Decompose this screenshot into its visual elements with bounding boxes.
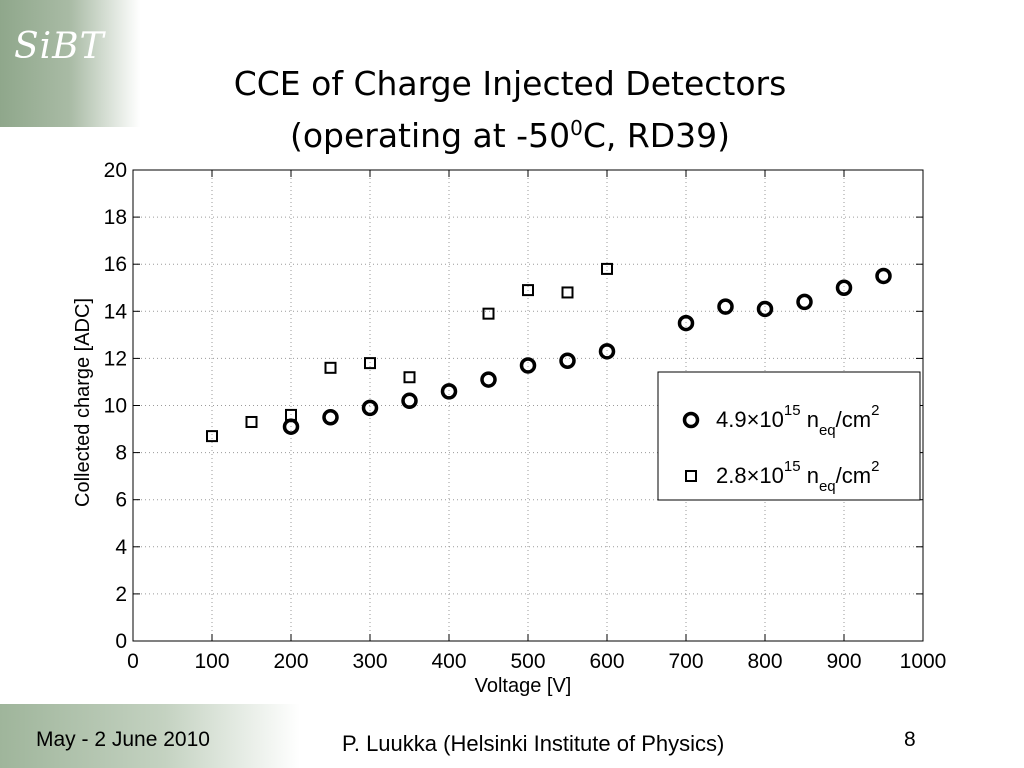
legend-marker-square — [685, 470, 697, 482]
x-axis-label: Voltage [V] — [475, 675, 572, 697]
data-point-square — [364, 357, 376, 370]
data-point-circle — [440, 383, 458, 400]
data-point-circle — [677, 314, 695, 332]
data-point-square — [522, 284, 534, 297]
data-point-circle — [796, 293, 813, 311]
x-tick-label: 1000 — [900, 650, 947, 673]
data-point-square — [601, 262, 613, 275]
data-point-circle — [361, 399, 379, 417]
data-point-circle — [717, 298, 734, 315]
data-point-circle — [559, 352, 576, 370]
title-line-2: (operating at -500C, RD39) — [150, 106, 870, 158]
y-tick-label: 8 — [115, 442, 127, 465]
y-tick-label: 20 — [104, 159, 127, 182]
sibt-logo: SiBT — [14, 26, 105, 67]
title-degree-sup: 0 — [570, 116, 583, 140]
data-point-circle — [835, 279, 853, 296]
y-tick-label: 12 — [104, 347, 127, 370]
x-tick-label: 700 — [668, 650, 703, 673]
legend-marker-circle — [682, 411, 700, 429]
y-tick-label: 0 — [115, 630, 127, 653]
page-number: 8 — [904, 728, 916, 751]
footer-author: P. Luukka (Helsinki Institute of Physics… — [342, 731, 725, 756]
title-line-2-suffix: C, RD39) — [582, 116, 731, 155]
data-point-circle — [401, 392, 418, 410]
data-point-square — [245, 415, 258, 428]
y-tick-label: 2 — [115, 583, 127, 606]
data-point-square — [403, 371, 416, 384]
data-point-circle — [756, 300, 774, 318]
x-tick-label: 300 — [352, 650, 387, 673]
legend-label: 4.9×1015 neq/cm2 — [716, 402, 879, 439]
x-tick-label: 500 — [510, 650, 545, 673]
x-tick-label: 800 — [747, 650, 782, 673]
legend-box — [657, 371, 921, 501]
y-tick-label: 10 — [104, 395, 127, 418]
y-tick-label: 16 — [104, 253, 127, 276]
x-tick-label: 600 — [589, 650, 624, 673]
y-tick-label: 14 — [104, 300, 128, 323]
y-tick-label: 6 — [115, 489, 127, 512]
title-line-2-prefix: (operating at -50 — [289, 116, 571, 155]
data-point-square — [561, 286, 574, 299]
data-point-square — [482, 307, 495, 320]
data-point-circle — [322, 409, 339, 426]
footer-date: May - 2 June 2010 — [36, 728, 210, 751]
y-tick-label: 18 — [104, 206, 127, 229]
data-point-circle — [480, 371, 497, 388]
x-tick-label: 900 — [826, 650, 861, 673]
y-tick-label: 4 — [115, 536, 127, 559]
slide-title: CCE of Charge Injected Detectors (operat… — [150, 62, 870, 158]
data-point-square — [206, 430, 218, 443]
x-tick-label: 200 — [273, 650, 308, 673]
data-point-square — [285, 408, 297, 421]
data-point-circle — [875, 267, 892, 285]
title-line-1: CCE of Charge Injected Detectors — [233, 64, 787, 103]
legend-label: 2.8×1015 neq/cm2 — [716, 458, 879, 495]
data-point-circle — [598, 343, 616, 360]
x-tick-label: 100 — [194, 650, 229, 673]
y-axis-label: Collected charge [ADC] — [72, 298, 94, 507]
data-point-circle — [519, 357, 537, 374]
x-tick-label: 0 — [127, 650, 139, 673]
footer-band — [0, 704, 300, 768]
x-tick-label: 400 — [431, 650, 466, 673]
logo-band: SiBT — [0, 0, 140, 127]
data-point-square — [324, 361, 337, 374]
